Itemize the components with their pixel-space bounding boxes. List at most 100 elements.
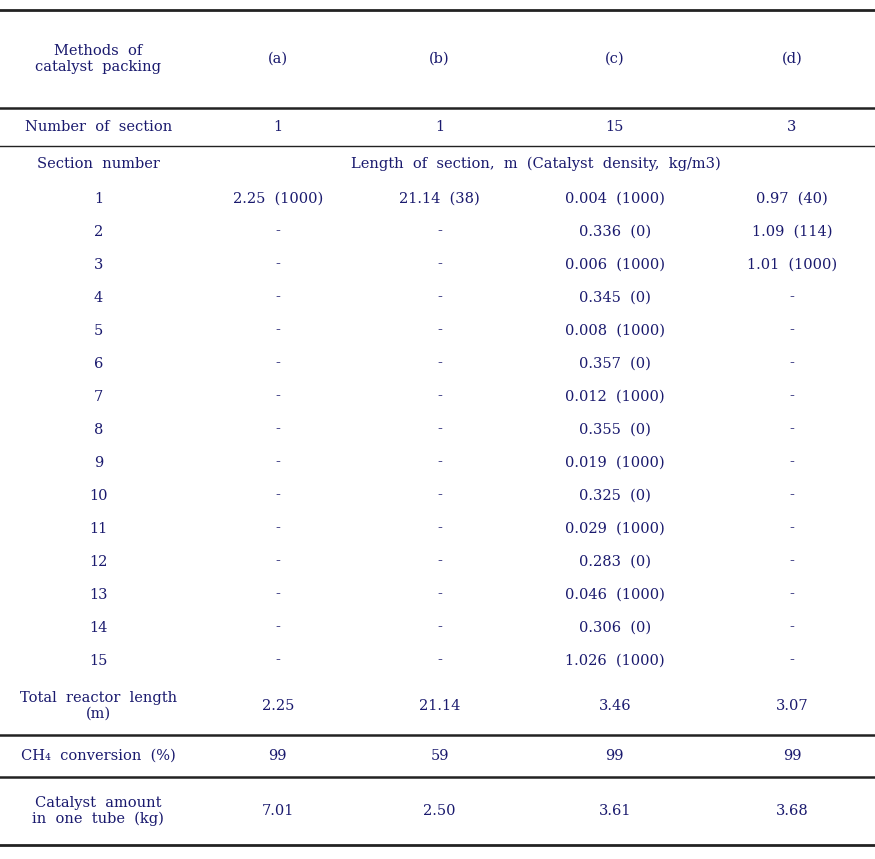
Text: -: - [276,258,280,271]
Text: 0.357  (0): 0.357 (0) [578,356,651,370]
Text: -: - [438,389,442,404]
Text: -: - [276,290,280,304]
Text: -: - [789,423,794,436]
Text: -: - [276,389,280,404]
Text: -: - [789,555,794,569]
Text: 7: 7 [94,389,103,404]
Text: -: - [438,654,442,667]
Text: 0.97  (40): 0.97 (40) [756,192,828,205]
Text: 2: 2 [94,224,103,239]
Text: 0.355  (0): 0.355 (0) [578,423,651,436]
Text: -: - [789,588,794,601]
Text: -: - [276,356,280,370]
Text: 4: 4 [94,290,103,304]
Text: 59: 59 [430,749,449,763]
Text: 11: 11 [89,521,108,535]
Text: -: - [789,356,794,370]
Text: 3.61: 3.61 [598,804,631,818]
Text: 6: 6 [94,356,103,370]
Text: -: - [276,654,280,667]
Text: -: - [789,389,794,404]
Text: 0.006  (1000): 0.006 (1000) [564,258,665,271]
Text: -: - [276,423,280,436]
Text: -: - [789,290,794,304]
Text: 9: 9 [94,455,103,470]
Text: -: - [438,555,442,569]
Text: 5: 5 [94,324,103,338]
Text: 0.012  (1000): 0.012 (1000) [565,389,664,404]
Text: 12: 12 [89,555,108,569]
Text: 3.07: 3.07 [775,699,808,713]
Text: (c): (c) [605,52,625,66]
Text: -: - [438,290,442,304]
Text: 0.345  (0): 0.345 (0) [578,290,651,304]
Text: 1.09  (114): 1.09 (114) [752,224,832,239]
Text: -: - [438,356,442,370]
Text: 3.68: 3.68 [775,804,808,818]
Text: 1.01  (1000): 1.01 (1000) [747,258,836,271]
Text: (b): (b) [430,52,450,66]
Text: 1.026  (1000): 1.026 (1000) [565,654,664,667]
Text: 0.019  (1000): 0.019 (1000) [565,455,664,470]
Text: -: - [276,521,280,535]
Text: -: - [438,588,442,601]
Text: -: - [438,521,442,535]
Text: 1: 1 [94,192,103,205]
Text: 15: 15 [606,120,624,134]
Text: Total  reactor  length
(m): Total reactor length (m) [20,691,177,721]
Text: 2.25  (1000): 2.25 (1000) [233,192,323,205]
Text: -: - [438,489,442,503]
Text: -: - [276,455,280,470]
Text: 0.306  (0): 0.306 (0) [578,620,651,635]
Text: -: - [276,489,280,503]
Text: -: - [276,224,280,239]
Text: -: - [438,224,442,239]
Text: -: - [276,555,280,569]
Text: 0.325  (0): 0.325 (0) [578,489,651,503]
Text: 3.46: 3.46 [598,699,631,713]
Text: -: - [276,588,280,601]
Text: -: - [276,324,280,338]
Text: 99: 99 [782,749,802,763]
Text: -: - [789,654,794,667]
Text: 0.046  (1000): 0.046 (1000) [564,588,665,601]
Text: -: - [438,258,442,271]
Text: -: - [789,489,794,503]
Text: Catalyst  amount
in  one  tube  (kg): Catalyst amount in one tube (kg) [32,795,164,826]
Text: 21.14  (38): 21.14 (38) [399,192,480,205]
Text: 99: 99 [606,749,624,763]
Text: 0.029  (1000): 0.029 (1000) [565,521,665,535]
Text: 99: 99 [269,749,287,763]
Text: 8: 8 [94,423,103,436]
Text: 0.283  (0): 0.283 (0) [578,555,651,569]
Text: 1: 1 [273,120,283,134]
Text: 21.14: 21.14 [419,699,460,713]
Text: 3: 3 [94,258,103,271]
Text: 15: 15 [89,654,108,667]
Text: Section  number: Section number [37,157,160,171]
Text: 2.25: 2.25 [262,699,294,713]
Text: (d): (d) [781,52,802,66]
Text: Number  of  section: Number of section [24,120,172,134]
Text: 0.336  (0): 0.336 (0) [578,224,651,239]
Text: 1: 1 [435,120,444,134]
Text: Methods  of
catalyst  packing: Methods of catalyst packing [35,44,162,74]
Text: -: - [789,455,794,470]
Text: -: - [438,455,442,470]
Text: -: - [789,521,794,535]
Text: 10: 10 [89,489,108,503]
Text: 0.008  (1000): 0.008 (1000) [564,324,665,338]
Text: -: - [438,324,442,338]
Text: 7.01: 7.01 [262,804,294,818]
Text: -: - [789,620,794,635]
Text: (a): (a) [268,52,288,66]
Text: 3: 3 [788,120,796,134]
Text: Length  of  section,  m  (Catalyst  density,  kg/m3): Length of section, m (Catalyst density, … [351,157,721,171]
Text: -: - [438,423,442,436]
Text: -: - [789,324,794,338]
Text: 0.004  (1000): 0.004 (1000) [564,192,665,205]
Text: -: - [276,620,280,635]
Text: 2.50: 2.50 [424,804,456,818]
Text: -: - [438,620,442,635]
Text: 13: 13 [89,588,108,601]
